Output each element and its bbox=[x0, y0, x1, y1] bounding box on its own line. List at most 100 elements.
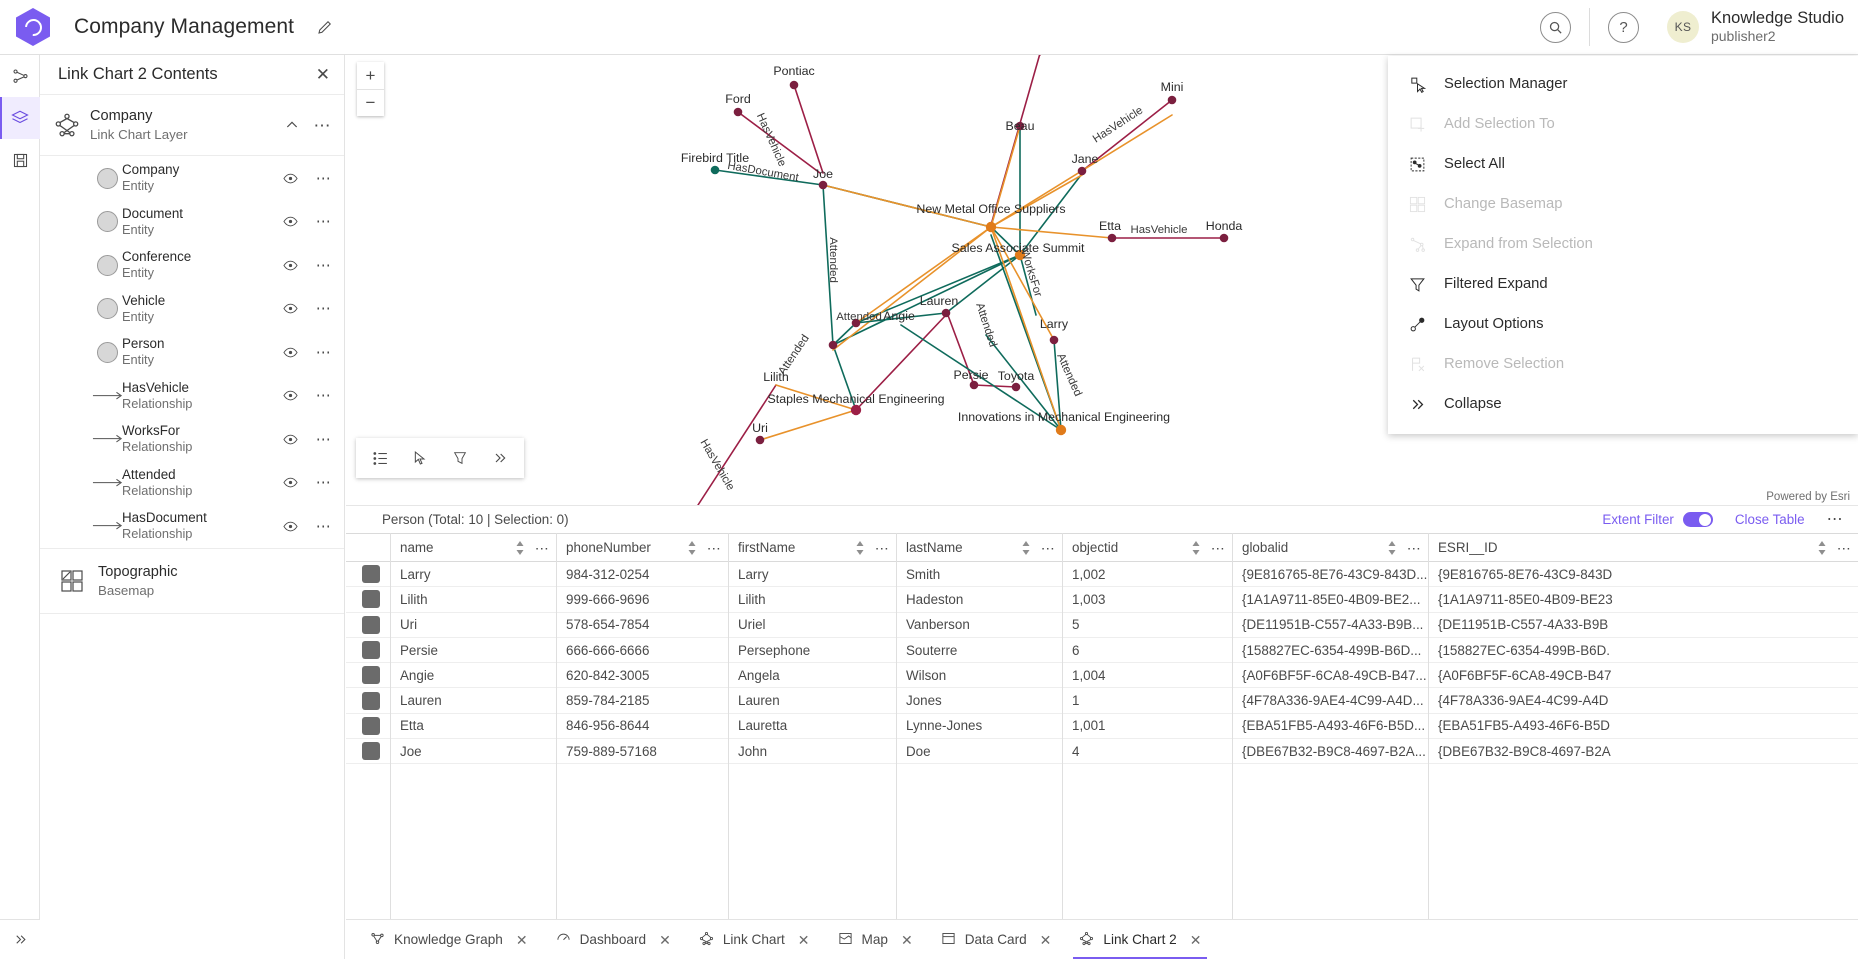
table-cell-phonenumber[interactable]: 859-784-2185 bbox=[556, 687, 728, 714]
column-menu-button[interactable]: ⋯ bbox=[1040, 539, 1056, 556]
sort-icon[interactable] bbox=[514, 540, 526, 556]
table-cell-phonenumber[interactable]: 999-666-9696 bbox=[556, 586, 728, 613]
column-header-firstname[interactable]: firstName ⋯ bbox=[728, 533, 896, 562]
table-cell-lastname[interactable]: Doe bbox=[896, 738, 1062, 765]
ctx-item-collapse[interactable]: Collapse bbox=[1388, 384, 1858, 424]
column-menu-button[interactable]: ⋯ bbox=[874, 539, 890, 556]
visibility-icon[interactable] bbox=[283, 214, 298, 229]
table-cell-objectid[interactable]: 1,003 bbox=[1062, 586, 1232, 613]
table-cell-objectid[interactable]: 1,002 bbox=[1062, 561, 1232, 588]
table-cell-phonenumber[interactable]: 846-956-8644 bbox=[556, 713, 728, 740]
ctx-item-filtered-expand[interactable]: Filtered Expand bbox=[1388, 264, 1858, 304]
table-cell-lastname[interactable]: Lynne-Jones bbox=[896, 713, 1062, 740]
column-divider[interactable] bbox=[728, 533, 729, 959]
layer-item-hasdocument[interactable]: HasDocument Relationship ⋯ bbox=[40, 504, 344, 548]
row-select-checkbox[interactable] bbox=[362, 742, 380, 761]
table-cell-esri__id[interactable]: {1A1A9711-85E0-4B09-BE23 bbox=[1428, 586, 1858, 613]
table-cell-esri__id[interactable]: {158827EC-6354-499B-B6D. bbox=[1428, 637, 1858, 664]
column-menu-button[interactable]: ⋯ bbox=[534, 539, 550, 556]
column-divider[interactable] bbox=[390, 533, 391, 959]
table-cell-name[interactable]: Etta bbox=[390, 713, 556, 740]
table-cell-name[interactable]: Lauren bbox=[390, 687, 556, 714]
layer-item-worksfor[interactable]: WorksFor Relationship ⋯ bbox=[40, 417, 344, 461]
tab-link-chart-2[interactable]: Link Chart 2 ✕ bbox=[1065, 920, 1215, 959]
tab-data-card[interactable]: Data Card ✕ bbox=[927, 920, 1066, 959]
table-cell-firstname[interactable]: John bbox=[728, 738, 896, 765]
help-icon[interactable]: ? bbox=[1607, 11, 1639, 43]
column-header-lastname[interactable]: lastName ⋯ bbox=[896, 533, 1062, 562]
table-row[interactable]: Lilith 999-666-9696 Lilith Hadeston 1,003 {1A… bbox=[346, 586, 1858, 613]
layer-group-overflow-button[interactable]: ⋯ bbox=[313, 115, 332, 135]
column-divider[interactable] bbox=[1062, 533, 1063, 959]
table-cell-objectid[interactable]: 1 bbox=[1062, 687, 1232, 714]
column-header-esri__id[interactable]: ESRI__ID ⋯ bbox=[1428, 533, 1858, 562]
layer-item-company[interactable]: Company Entity ⋯ bbox=[40, 156, 344, 200]
layer-item-document[interactable]: Document Entity ⋯ bbox=[40, 200, 344, 244]
visibility-icon[interactable] bbox=[283, 345, 298, 360]
column-divider[interactable] bbox=[556, 533, 557, 959]
row-select-checkbox[interactable] bbox=[362, 641, 380, 660]
table-cell-name[interactable]: Larry bbox=[390, 561, 556, 588]
table-cell-phonenumber[interactable]: 578-654-7854 bbox=[556, 612, 728, 638]
table-cell-lastname[interactable]: Souterre bbox=[896, 637, 1062, 664]
row-select-checkbox[interactable] bbox=[362, 565, 380, 584]
table-cell-lastname[interactable]: Smith bbox=[896, 561, 1062, 588]
layer-group-row[interactable]: Company Link Chart Layer ⋯ bbox=[40, 95, 344, 157]
rail-expand-button[interactable] bbox=[0, 919, 40, 959]
table-cell-lastname[interactable]: Hadeston bbox=[896, 586, 1062, 613]
column-header-phonenumber[interactable]: phoneNumber ⋯ bbox=[556, 533, 728, 562]
table-row[interactable]: Angie 620-842-3005 Angela Wilson 1,004 {A0F6B… bbox=[346, 662, 1858, 689]
rail-item-layers[interactable] bbox=[0, 97, 40, 139]
row-select-cell[interactable] bbox=[346, 662, 390, 689]
row-select-checkbox[interactable] bbox=[362, 716, 380, 735]
row-select-cell[interactable] bbox=[346, 738, 390, 765]
sort-icon[interactable] bbox=[854, 540, 866, 556]
row-select-cell[interactable] bbox=[346, 713, 390, 740]
table-cell-globalid[interactable]: {4F78A336-9AE4-4C99-A4D... bbox=[1232, 687, 1428, 714]
table-cell-lastname[interactable]: Vanberson bbox=[896, 612, 1062, 638]
layer-item-conference[interactable]: Conference Entity ⋯ bbox=[40, 243, 344, 287]
table-cell-objectid[interactable]: 1,001 bbox=[1062, 713, 1232, 740]
visibility-icon[interactable] bbox=[283, 301, 298, 316]
row-select-cell[interactable] bbox=[346, 586, 390, 613]
visibility-icon[interactable] bbox=[283, 519, 298, 534]
table-cell-phonenumber[interactable]: 759-889-57168 bbox=[556, 738, 728, 765]
table-row[interactable]: Larry 984-312-0254 Larry Smith 1,002 {9E81676… bbox=[346, 561, 1858, 588]
layer-item-overflow-button[interactable]: ⋯ bbox=[315, 213, 332, 230]
table-cell-globalid[interactable]: {DE11951B-C557-4A33-B9B... bbox=[1232, 612, 1428, 638]
tab-close-icon[interactable]: ✕ bbox=[515, 931, 528, 948]
column-menu-button[interactable]: ⋯ bbox=[1406, 539, 1422, 556]
sort-icon[interactable] bbox=[1190, 540, 1202, 556]
list-icon[interactable] bbox=[360, 439, 400, 477]
table-cell-objectid[interactable]: 6 bbox=[1062, 637, 1232, 664]
table-row[interactable]: Persie 666-666-6666 Persephone Souterre 6 {15… bbox=[346, 637, 1858, 664]
column-menu-button[interactable]: ⋯ bbox=[1836, 539, 1852, 556]
table-row[interactable]: Lauren 859-784-2185 Lauren Jones 1 {4F78A336-… bbox=[346, 687, 1858, 714]
table-cell-esri__id[interactable]: {4F78A336-9AE4-4C99-A4D bbox=[1428, 687, 1858, 714]
avatar[interactable]: KS bbox=[1666, 11, 1699, 43]
basemap-row[interactable]: Topographic Basemap bbox=[40, 547, 344, 614]
table-cell-globalid[interactable]: {158827EC-6354-499B-B6D... bbox=[1232, 637, 1428, 664]
layer-item-hasvehicle[interactable]: HasVehicle Relationship ⋯ bbox=[40, 374, 344, 418]
layer-item-overflow-button[interactable]: ⋯ bbox=[315, 430, 332, 448]
table-cell-globalid[interactable]: {9E816765-8E76-43C9-843D... bbox=[1232, 561, 1428, 588]
rail-item-schema[interactable] bbox=[0, 55, 40, 97]
chevron-double-right-icon[interactable] bbox=[480, 439, 520, 477]
close-icon[interactable]: ✕ bbox=[315, 65, 330, 84]
table-cell-firstname[interactable]: Persephone bbox=[728, 637, 896, 664]
rail-item-save[interactable] bbox=[0, 139, 40, 181]
pointer-icon[interactable] bbox=[400, 439, 440, 477]
layer-item-overflow-button[interactable]: ⋯ bbox=[315, 387, 332, 404]
table-cell-name[interactable]: Joe bbox=[390, 738, 556, 765]
table-cell-phonenumber[interactable]: 984-312-0254 bbox=[556, 561, 728, 588]
column-menu-button[interactable]: ⋯ bbox=[1210, 539, 1226, 556]
table-cell-esri__id[interactable]: {9E816765-8E76-43C9-843D bbox=[1428, 561, 1858, 588]
tab-link-chart[interactable]: Link Chart ✕ bbox=[685, 920, 824, 959]
extent-filter-toggle[interactable]: Extent Filter bbox=[1602, 512, 1713, 527]
pencil-icon[interactable] bbox=[316, 18, 334, 36]
layer-item-person[interactable]: Person Entity ⋯ bbox=[40, 330, 344, 374]
tab-close-icon[interactable]: ✕ bbox=[900, 931, 913, 948]
row-select-checkbox[interactable] bbox=[362, 666, 380, 685]
visibility-icon[interactable] bbox=[283, 171, 298, 186]
table-cell-name[interactable]: Lilith bbox=[390, 586, 556, 613]
